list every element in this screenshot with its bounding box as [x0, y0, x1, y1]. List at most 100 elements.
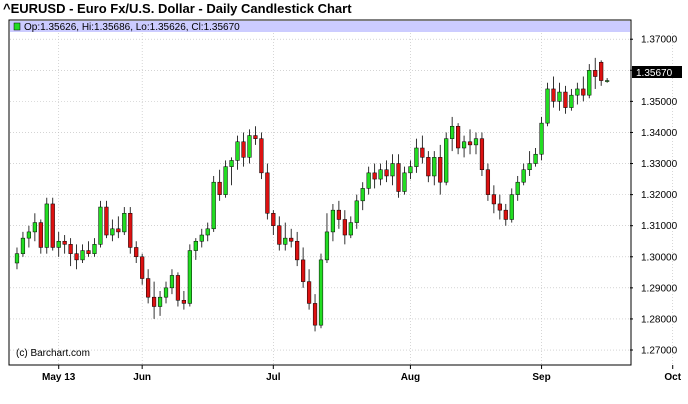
candle-body	[467, 141, 473, 146]
candle	[38, 219, 43, 254]
y-tick-label: 1.33000	[641, 159, 678, 170]
candle-body	[605, 80, 610, 82]
candle	[199, 228, 204, 248]
candle-body	[193, 240, 198, 251]
candle	[205, 222, 210, 242]
candle	[62, 235, 67, 254]
candle-body	[593, 70, 598, 77]
candle	[181, 290, 186, 310]
candle-body	[38, 222, 43, 248]
candle	[229, 157, 234, 186]
x-tick-label: May 13	[42, 372, 76, 383]
candle-body	[390, 163, 395, 177]
candle	[324, 213, 330, 263]
candle	[50, 197, 55, 251]
candle-body	[461, 141, 467, 149]
candle-body	[324, 231, 330, 261]
x-tick-label: Aug	[401, 372, 420, 383]
candle	[342, 210, 347, 245]
grid-lines	[10, 33, 674, 364]
candle	[485, 163, 491, 201]
candle-body	[134, 247, 139, 258]
candle-body	[128, 213, 133, 248]
candle-body	[312, 303, 318, 326]
candle	[533, 147, 538, 167]
candle	[151, 281, 157, 319]
y-tick-label: 1.28000	[641, 314, 678, 325]
candle	[80, 244, 85, 263]
candle-body	[342, 219, 347, 236]
candle	[128, 207, 133, 254]
candle-body	[432, 157, 437, 177]
candle-body	[330, 209, 336, 233]
candle-body	[50, 203, 55, 248]
candle	[86, 241, 91, 257]
candle-body	[503, 209, 508, 220]
candle	[426, 151, 431, 183]
candle-body	[271, 213, 276, 226]
candle-body	[444, 138, 449, 183]
candle-body	[169, 275, 175, 289]
candle-body	[265, 172, 270, 214]
candle-body	[247, 135, 252, 158]
candle-body	[384, 169, 389, 177]
candle	[134, 241, 139, 263]
candle	[557, 82, 562, 111]
candle-body	[20, 237, 26, 254]
candle-body	[205, 228, 210, 236]
candle	[110, 219, 115, 242]
candle-body	[146, 278, 151, 298]
candle-body	[360, 188, 365, 202]
candle	[348, 216, 353, 239]
candle-body	[485, 169, 491, 195]
candle	[360, 182, 365, 211]
y-tick-label: 1.34000	[641, 128, 678, 139]
y-axis: 1.27000 1.28000 1.29000 1.30000 1.31000 1.320…	[630, 35, 678, 357]
candle-body	[527, 163, 532, 171]
candle	[289, 228, 294, 248]
candle-body	[587, 70, 592, 96]
candle	[456, 123, 461, 155]
candle	[277, 216, 282, 251]
candle	[521, 163, 526, 186]
candle	[223, 160, 228, 198]
candle	[146, 269, 151, 304]
candle	[283, 222, 288, 251]
candle	[193, 238, 198, 260]
candle-body	[539, 122, 544, 155]
candle	[265, 163, 270, 220]
y-tick-label: 1.37000	[641, 35, 678, 46]
candle-body	[229, 160, 234, 167]
candle-body	[408, 166, 413, 174]
candle	[372, 163, 377, 189]
candle-body	[575, 88, 580, 96]
candle	[247, 129, 252, 164]
candle-body	[289, 237, 294, 242]
y-tick-label: 1.30000	[641, 252, 678, 263]
candle-body	[599, 61, 604, 81]
candle-body	[515, 181, 520, 195]
candle-body	[414, 147, 419, 167]
candle-body	[68, 244, 73, 254]
candle	[104, 200, 109, 239]
legend-text: Op:1.35626, Hi:1.35686, Lo:1.35626, Cl:1…	[24, 22, 240, 33]
candle	[438, 144, 443, 195]
candle-body	[497, 203, 502, 211]
candle-body	[122, 213, 127, 233]
candle	[20, 231, 26, 257]
candle-body	[348, 222, 353, 236]
candle-body	[163, 287, 169, 298]
candle-body	[110, 228, 115, 236]
candle	[330, 203, 336, 242]
candle	[444, 132, 449, 186]
candle	[163, 281, 169, 304]
candle	[491, 185, 496, 214]
candle	[473, 132, 479, 155]
candle-body	[533, 153, 538, 164]
candle-body	[426, 157, 431, 177]
candle	[253, 126, 258, 145]
candle-body	[557, 91, 562, 102]
candle	[396, 154, 401, 198]
candle-body	[235, 141, 240, 161]
candle-body	[253, 135, 258, 139]
